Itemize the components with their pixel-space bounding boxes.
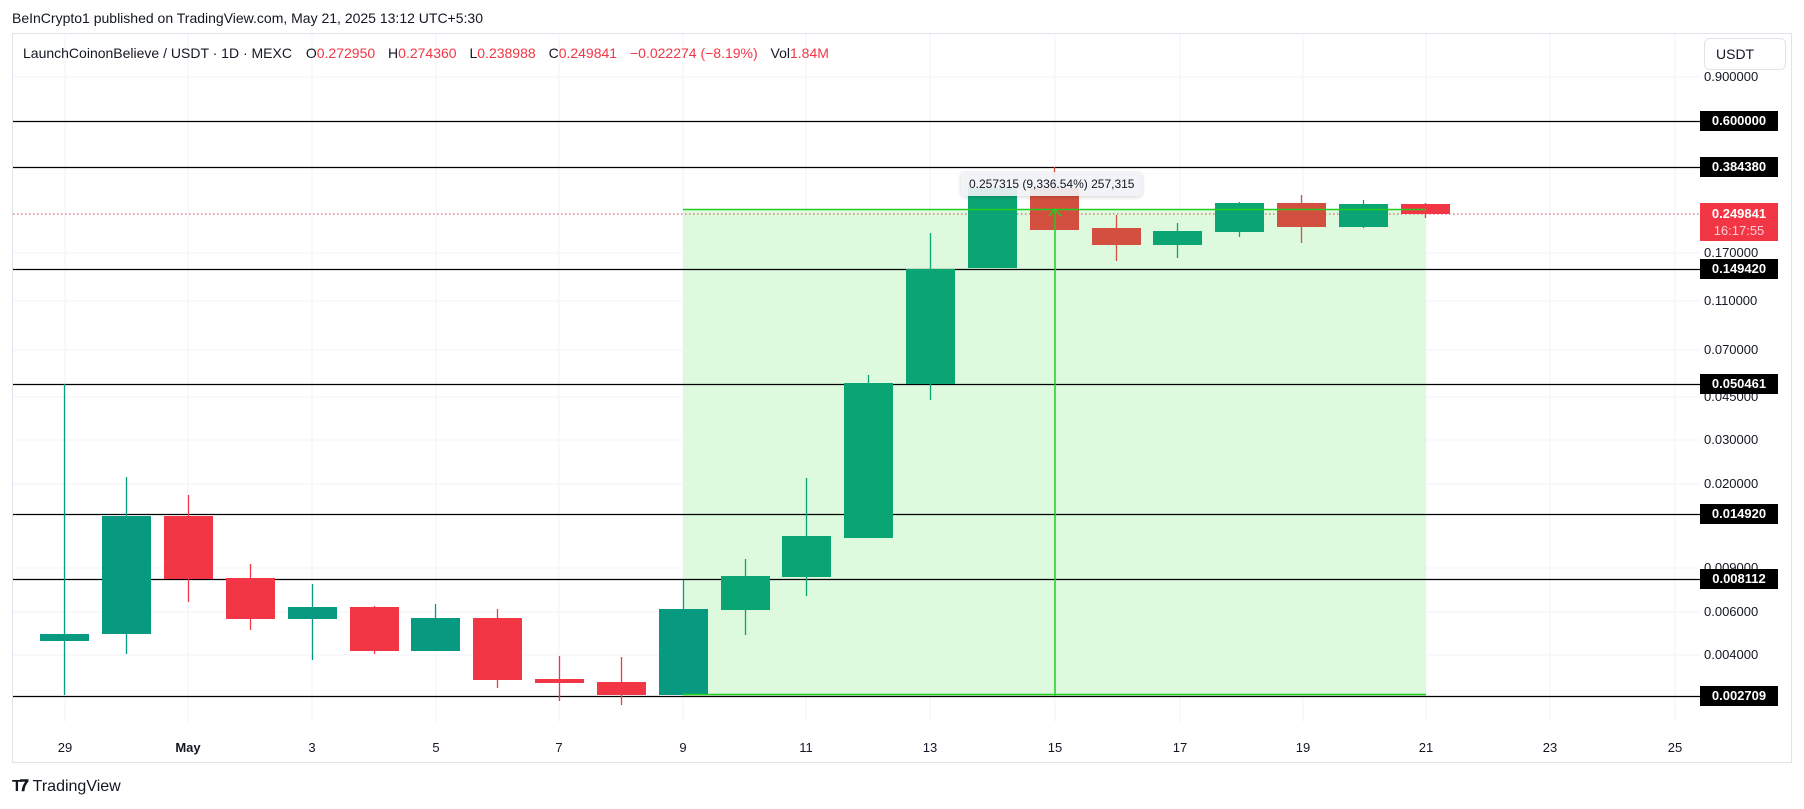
price-tick-label: 0.170000 [1704,245,1759,260]
price-tick-label: 0.110000 [1704,293,1758,308]
low-value: 0.238988 [477,45,536,61]
candle [102,477,151,654]
high-value: 0.274360 [398,45,457,61]
date-tick-label: 29 [57,740,73,755]
candle [40,384,89,695]
candle [411,604,460,651]
candle [906,233,955,400]
change-value: −0.022274 (−8.19%) [629,45,758,61]
price-tick-label: 0.030000 [1704,432,1759,447]
level-tag: 0.008112 [1700,569,1778,589]
close-value: 0.249841 [558,45,618,61]
brand-name: TradingView [32,778,121,795]
measure-tooltip: 0.257315 (9,336.54%) 257,315 [961,172,1143,196]
level-tag: 0.014920 [1700,504,1778,524]
open-value: 0.272950 [316,45,376,61]
level-tag: 0.384380 [1700,157,1778,177]
bar-countdown: 16:17:55 [1713,223,1765,238]
candle [659,580,708,695]
date-tick-label: 19 [1295,740,1311,755]
level-tag: 0.002709 [1700,686,1778,706]
date-tick-label: 3 [308,740,316,755]
tradingview-logo[interactable]: T𝟕 TradingView [12,778,121,796]
candle [1339,200,1388,228]
publisher-credit: BeInCrypto1 published on TradingView.com… [12,10,483,26]
symbol-title[interactable]: LaunchCoinonBelieve / USDT · 1D · MEXC [23,45,292,61]
candle [1153,223,1202,258]
level-tag: 0.600000 [1700,111,1778,131]
date-tick-label: 23 [1542,740,1558,755]
date-tick-label: 25 [1667,740,1683,755]
price-tick-label: 0.070000 [1704,342,1759,357]
date-tick-label: 7 [555,740,563,755]
candle [968,188,1017,268]
candle [597,657,646,705]
price-tick-label: 0.020000 [1704,476,1759,491]
price-tick-label: 0.006000 [1704,604,1759,619]
currency-button[interactable]: USDT [1704,38,1786,70]
candle [721,559,770,635]
candle [535,656,584,701]
date-tick-label: 13 [922,740,938,755]
tradingview-mark-icon: T𝟕 [12,778,29,795]
price-tick-label: 0.900000 [1704,69,1759,84]
date-tick-label: 11 [799,740,813,755]
date-tick-label: 15 [1047,740,1063,755]
level-tag: 0.149420 [1700,259,1778,279]
date-tick-label: 17 [1172,740,1188,755]
candle [288,584,337,660]
candle [473,609,522,688]
candle [844,375,893,538]
date-tick-label: 9 [679,740,687,755]
date-tick-label: May [175,740,201,755]
candle [164,495,213,602]
level-tag: 0.050461 [1700,374,1778,394]
measure-tool[interactable] [683,207,1426,696]
candle [1215,202,1264,237]
candle [226,564,275,630]
current-price-value: 0.249841 [1711,206,1767,221]
candle [350,606,399,654]
current-price-tag: 0.249841 16:17:55 [1700,203,1778,241]
volume-value: 1.84M [790,45,829,61]
candles [40,167,1450,705]
candle [1277,195,1326,243]
candle [1092,215,1141,261]
date-tick-label: 5 [432,740,440,755]
date-tick-label: 21 [1418,740,1434,755]
candle [782,478,831,596]
price-tick-label: 0.004000 [1704,647,1759,662]
symbol-legend: LaunchCoinonBelieve / USDT · 1D · MEXC O… [23,45,829,61]
